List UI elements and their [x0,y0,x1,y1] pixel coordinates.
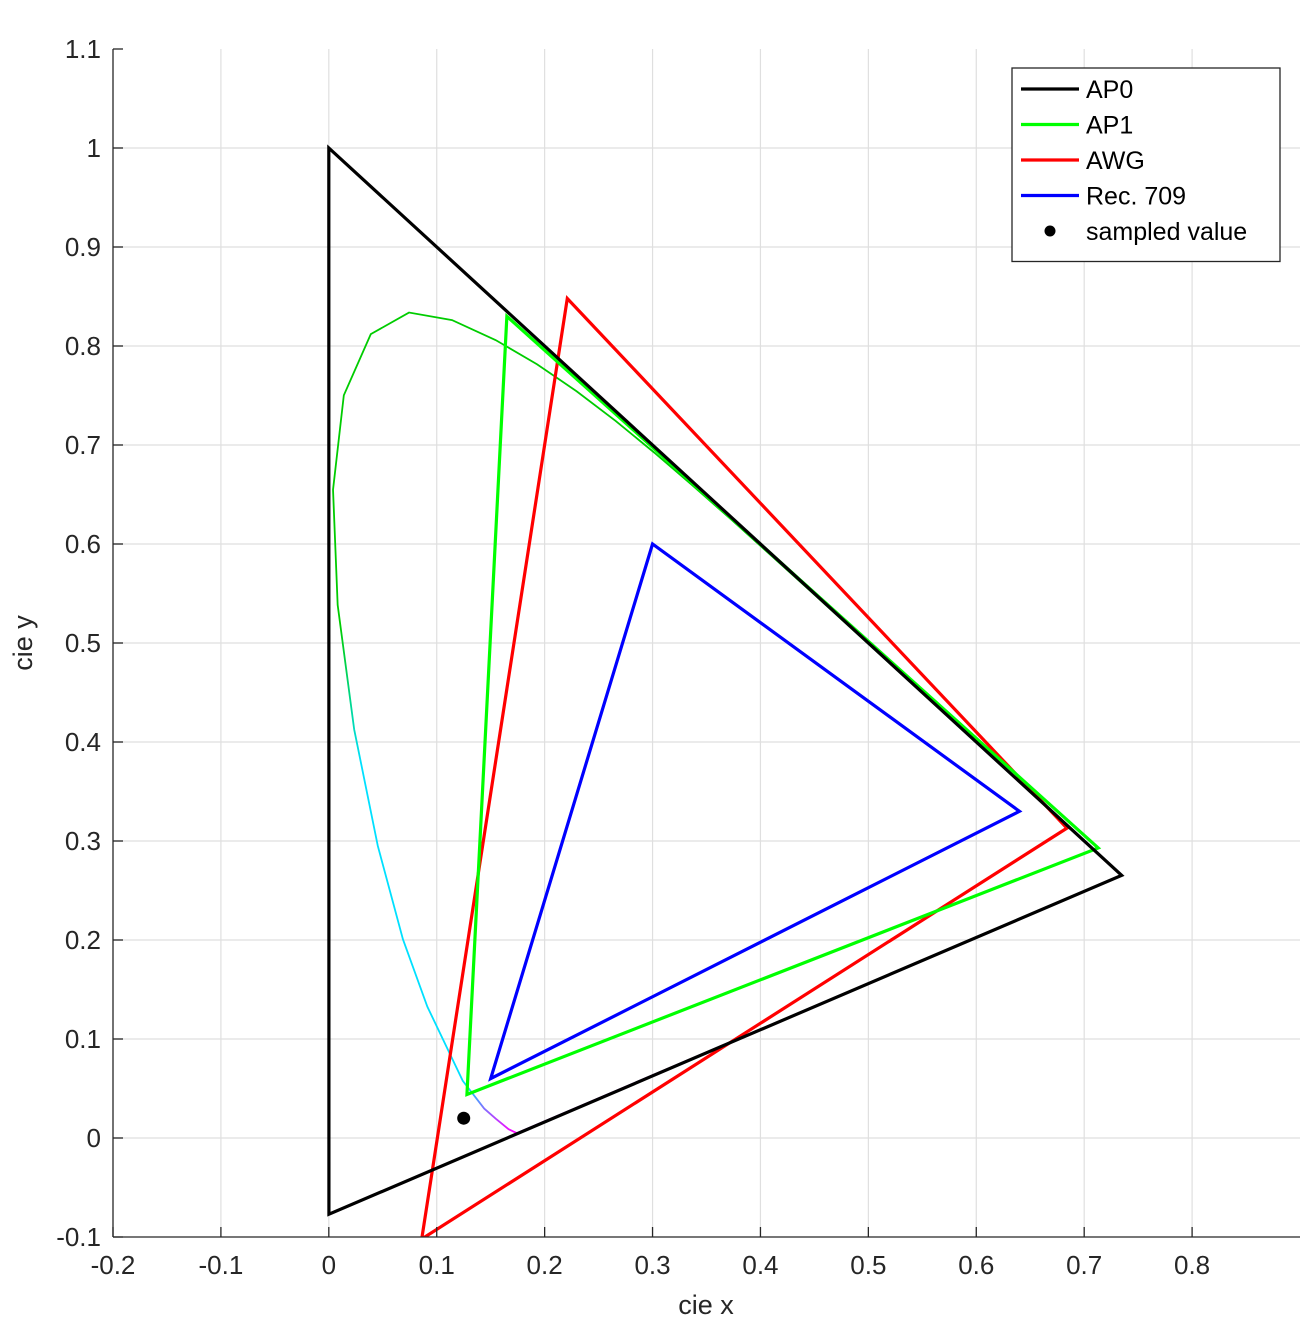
legend-label-ap1: AP1 [1086,112,1133,140]
x-tick-label: 0.1 [419,1250,455,1280]
y-tick-label: 0.9 [65,232,101,262]
y-tick-label: 0.6 [65,529,101,559]
y-tick-label: 0.1 [65,1024,101,1054]
legend-label-rec-709: Rec. 709 [1086,183,1186,211]
y-tick-label: 0.4 [65,727,101,757]
legend: AP0 AP1 AWG Rec. 709 sampled value [1011,67,1281,263]
sampled-value-point [457,1111,471,1125]
y-axis-label: cie y [8,615,38,671]
y-tick-label: 0.7 [65,430,101,460]
x-tick-label: 0.5 [850,1250,886,1280]
y-tick-label: 0.8 [65,331,101,361]
legend-swatch-sampled-value [1044,225,1056,237]
legend-label-ap0: AP0 [1086,76,1133,104]
x-tick-label: 0.3 [634,1250,670,1280]
series-rec-709-line [488,541,1023,1082]
y-tick-label: 1.1 [65,34,101,64]
x-tick-label: 0.6 [958,1250,994,1280]
x-tick-label: -0.2 [91,1250,136,1280]
x-tick-label: 0.2 [527,1250,563,1280]
points-group [457,1111,471,1125]
tick-labels: -0.2 -0.1 0 0.1 0.2 0.3 0.4 0.5 0.6 0.7 0.8-0.100.… [56,34,1210,1280]
legend-label-awg: AWG [1086,147,1145,175]
y-tick-label: -0.1 [56,1222,101,1252]
x-axis-label: cie x [678,1290,734,1320]
series-ap0-line [327,144,1125,1217]
x-tick-label: 0.4 [742,1250,778,1280]
legend-box [1011,67,1281,263]
x-tick-label: 0.7 [1066,1250,1102,1280]
series-group [327,144,1125,1237]
y-tick-label: 1 [87,133,101,163]
y-tick-label: 0.2 [65,925,101,955]
series-awg-line [420,295,1070,1237]
y-tick-label: 0.5 [65,628,101,658]
axes [112,48,1300,1238]
x-tick-label: -0.1 [199,1250,244,1280]
legend-label-sampled-value: sampled value [1086,218,1247,246]
x-tick-label: 0.8 [1174,1250,1210,1280]
y-tick-label: 0.3 [65,826,101,856]
x-tick-label: 0 [322,1250,336,1280]
y-tick-label: 0 [87,1123,101,1153]
